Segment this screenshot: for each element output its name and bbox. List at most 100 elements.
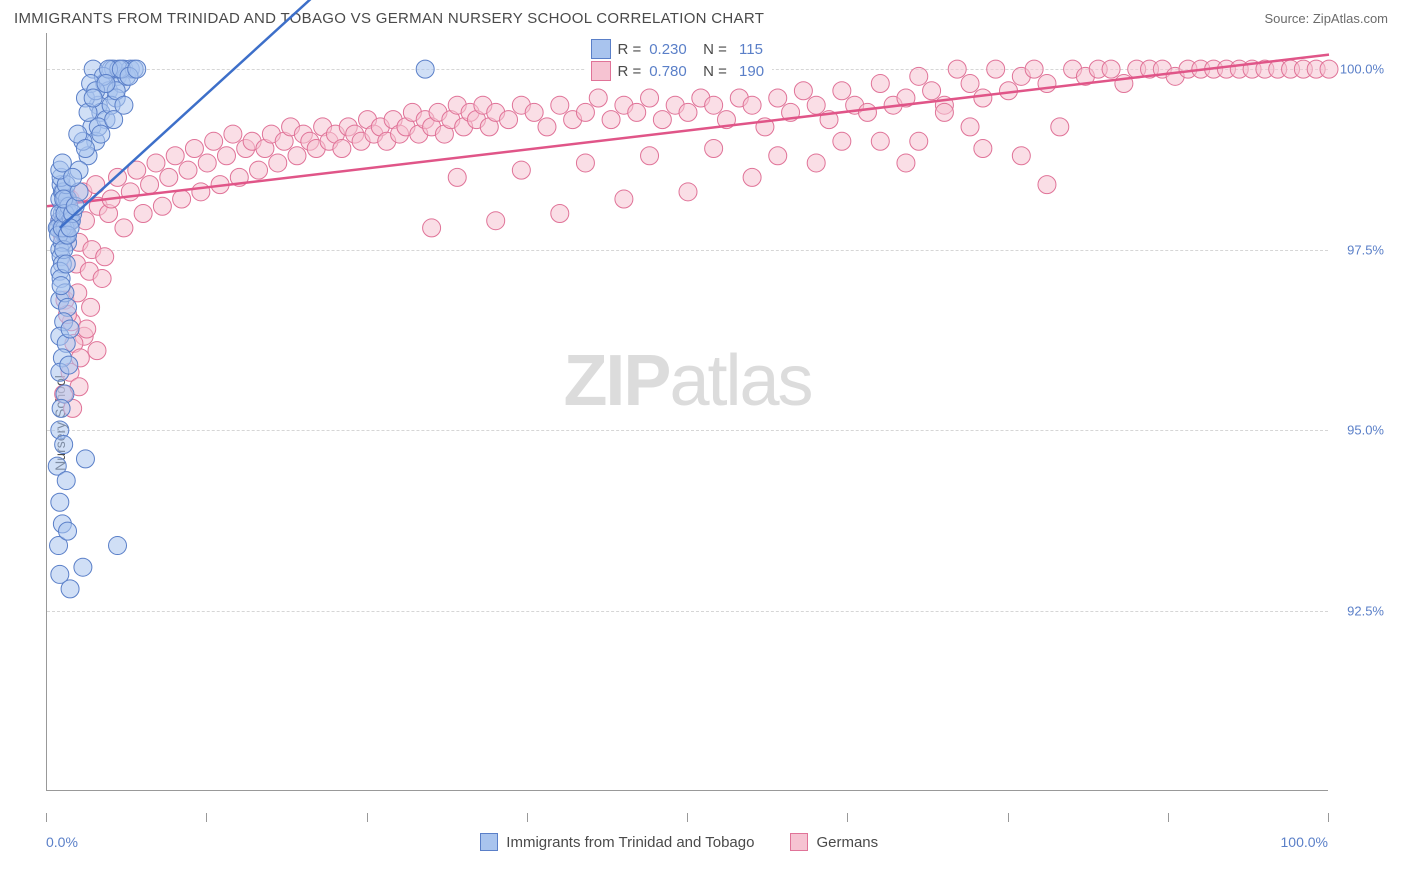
data-point — [769, 89, 787, 107]
data-point — [910, 67, 928, 85]
data-point — [147, 154, 165, 172]
data-point — [743, 168, 761, 186]
data-point — [1320, 60, 1338, 78]
plot-area: 92.5%95.0%97.5%100.0% ZIPatlas R =0.230 … — [46, 33, 1328, 791]
data-point — [61, 580, 79, 598]
data-point — [64, 168, 82, 186]
data-point — [641, 89, 659, 107]
stat-r-label: R = — [617, 41, 641, 58]
data-point — [705, 140, 723, 158]
data-point — [1012, 147, 1030, 165]
data-point — [51, 493, 69, 511]
stat-n-label: N = — [695, 41, 727, 58]
data-point — [948, 60, 966, 78]
stat-r-value: 0.230 — [647, 41, 689, 58]
x-tick — [1168, 813, 1169, 822]
data-point — [52, 277, 70, 295]
data-point — [551, 204, 569, 222]
data-point — [52, 399, 70, 417]
data-point — [807, 96, 825, 114]
data-point — [794, 82, 812, 100]
x-min-label: 0.0% — [46, 834, 78, 850]
legend-swatch-icon — [591, 39, 611, 59]
x-tick — [1328, 813, 1329, 822]
data-point — [92, 125, 110, 143]
data-point — [1102, 60, 1120, 78]
data-point — [576, 103, 594, 121]
data-point — [1025, 60, 1043, 78]
data-point — [961, 75, 979, 93]
stat-row: R = 0.230 N = 115 — [591, 39, 766, 59]
legend-item: Immigrants from Trinidad and Tobago — [480, 833, 754, 851]
data-point — [57, 472, 75, 490]
legend-item: Germans — [790, 833, 878, 851]
data-point — [224, 125, 242, 143]
data-point — [871, 75, 889, 93]
data-point — [57, 255, 75, 273]
data-point — [416, 60, 434, 78]
data-point — [192, 183, 210, 201]
stat-row: R = 0.780 N = 190 — [591, 61, 766, 81]
x-tick — [206, 813, 207, 822]
x-axis-bottom: 0.0% Immigrants from Trinidad and Tobago… — [46, 833, 1328, 851]
data-point — [128, 60, 146, 78]
data-point — [576, 154, 594, 172]
data-point — [179, 161, 197, 179]
data-point — [84, 89, 102, 107]
data-point — [641, 147, 659, 165]
data-point — [628, 103, 646, 121]
data-point — [833, 82, 851, 100]
stat-n-value: 115 — [733, 41, 765, 58]
stat-n-label: N = — [695, 63, 727, 80]
data-point — [705, 96, 723, 114]
data-point — [1051, 118, 1069, 136]
data-point — [74, 558, 92, 576]
data-point — [538, 118, 556, 136]
x-tick — [1008, 813, 1009, 822]
x-tick — [46, 813, 47, 822]
data-point — [615, 190, 633, 208]
data-point — [935, 103, 953, 121]
data-point — [589, 89, 607, 107]
data-point — [115, 219, 133, 237]
data-point — [653, 111, 671, 129]
data-point — [61, 219, 79, 237]
data-point — [974, 140, 992, 158]
data-point — [134, 204, 152, 222]
legend-swatch-icon — [790, 833, 808, 851]
data-point — [61, 320, 79, 338]
data-point — [602, 111, 620, 129]
x-max-label: 100.0% — [1281, 834, 1328, 850]
data-point — [59, 522, 77, 540]
chart-title: IMMIGRANTS FROM TRINIDAD AND TOBAGO VS G… — [14, 10, 764, 27]
data-point — [78, 320, 96, 338]
data-point — [423, 219, 441, 237]
data-point — [551, 96, 569, 114]
data-point — [93, 269, 111, 287]
data-point — [76, 450, 94, 468]
data-point — [250, 161, 268, 179]
data-point — [160, 168, 178, 186]
data-point — [55, 435, 73, 453]
data-point — [333, 140, 351, 158]
data-point — [897, 154, 915, 172]
data-point — [769, 147, 787, 165]
data-point — [141, 176, 159, 194]
data-point — [833, 132, 851, 150]
data-point — [807, 154, 825, 172]
data-point — [500, 111, 518, 129]
data-point — [871, 132, 889, 150]
data-point — [60, 356, 78, 374]
data-point — [105, 111, 123, 129]
data-point — [96, 248, 114, 266]
stat-r-label: R = — [617, 63, 641, 80]
stat-r-value: 0.780 — [647, 63, 689, 80]
data-point — [679, 103, 697, 121]
x-ticks — [46, 813, 1328, 822]
data-point — [269, 154, 287, 172]
stat-n-value: 190 — [733, 63, 766, 80]
y-tick-label: 95.0% — [1347, 423, 1384, 438]
series-legend: Immigrants from Trinidad and Tobago Germa… — [480, 833, 878, 851]
scatter-svg — [47, 33, 1329, 791]
data-point — [205, 132, 223, 150]
